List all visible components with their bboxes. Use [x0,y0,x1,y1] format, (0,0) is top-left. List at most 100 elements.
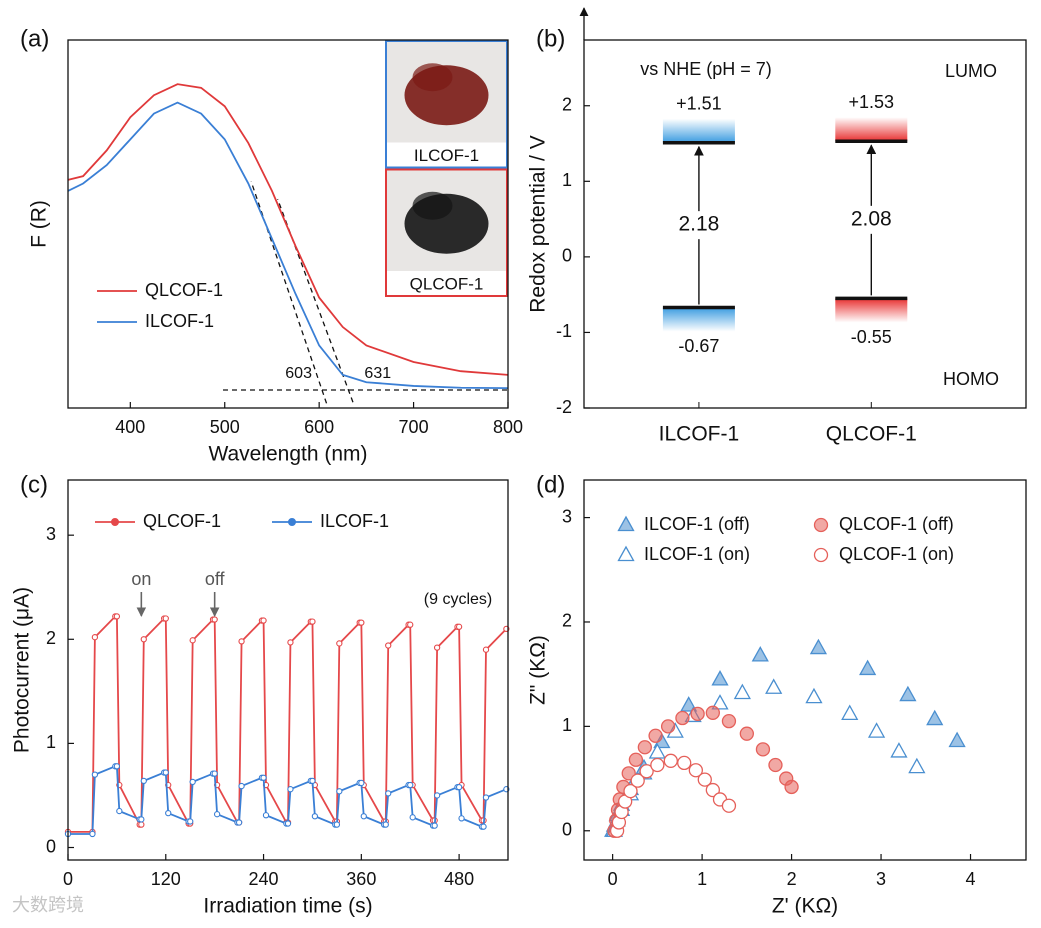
data-point [431,822,438,829]
inset-border [385,168,508,297]
level-value-label: -0.67 [678,336,719,356]
inset-border [385,40,508,169]
data-point [751,646,769,662]
data-point [187,818,194,825]
data-point [211,770,218,777]
data-point [458,815,465,822]
inset-powder [412,63,453,92]
x-axis-label: Irradiation time (s) [203,895,372,918]
y-axis-label: Z" (KΩ) [527,635,550,705]
data-point [711,694,729,710]
panel-label: (b) [536,25,565,52]
x-tick-label: 0 [608,869,618,889]
data-point [899,685,917,702]
data-point [238,782,245,790]
data-point [213,811,221,818]
data-point [768,757,783,773]
data-point [262,812,270,819]
data-point [648,728,663,743]
x-tick-label: 600 [304,417,334,437]
data-point [628,752,644,767]
legend-marker [617,515,635,532]
data-point [926,709,944,726]
panel-label: (d) [536,471,565,498]
note: vs NHE (pH = 7) [640,59,772,79]
x-tick-label: 500 [210,417,240,437]
data-point [455,783,463,791]
legend-marker [111,518,119,526]
data-point [680,696,698,712]
data-point [690,706,705,721]
data-point [385,642,392,649]
y-tick-label: 1 [46,732,56,752]
data-point [805,687,823,704]
data-point [91,771,99,778]
x-tick-label: 360 [346,869,376,889]
level-name: HOMO [943,369,999,389]
data-point [113,763,121,770]
y-tick-label: 0 [46,836,56,856]
data-point [336,640,343,647]
data-point [91,634,99,641]
x-tick-label: 800 [493,417,523,437]
data-point [663,753,678,768]
legend-marker [288,518,296,526]
onset-label: 603 [285,365,312,382]
legend-label: ILCOF-1 [145,311,214,331]
legend-label: QLCOF-1 [143,511,221,531]
data-point [162,769,169,776]
x-axis-label: Wavelength (nm) [208,443,367,466]
inset-label-bg [385,271,508,297]
x-tick-label: ILCOF-1 [659,423,740,446]
data-point [140,777,147,785]
x-tick-label: 3 [876,869,886,889]
x-tick-label: 1 [697,869,707,889]
data-point [311,813,319,820]
data-line [67,83,509,376]
data-point [433,644,441,651]
gap-label-bg [843,205,900,234]
legend-label: ILCOF-1 [320,511,389,531]
data-point [89,830,96,838]
data-point [867,722,886,738]
gap-label: 2.18 [678,213,719,236]
data-point [287,639,294,646]
panel-label: (a) [20,25,49,52]
panel-label: (c) [20,471,48,498]
data-point [660,719,676,734]
x-axis-label: Z' (KΩ) [772,895,838,918]
y-axis-label: Photocurrent (μA) [11,587,34,753]
y-tick-label: 3 [46,524,56,544]
x-tick-label: 4 [966,869,976,889]
data-point [482,646,490,653]
inset-label: ILCOF-1 [414,146,479,165]
data-point [482,794,490,801]
data-point [211,616,218,623]
data-point [409,814,416,821]
plot-frame [583,479,1027,861]
data-point [360,813,367,820]
x-tick-label: 480 [444,869,474,889]
data-point [284,820,292,827]
plot-frame [67,39,509,409]
y-tick-label: 0 [562,246,572,266]
y-tick-label: 0 [562,820,572,840]
level-band [835,298,908,323]
x-tick-label: 2 [787,869,797,889]
note: (9 cycles) [424,591,492,608]
legend-marker [617,545,635,562]
data-point [677,755,692,771]
y-tick-label: 2 [562,611,572,631]
data-point [623,783,638,799]
legend-label: QLCOF-1 [145,280,223,300]
inset-powder [412,191,453,220]
data-point [238,638,245,645]
data-point [841,704,859,720]
data-point [637,740,652,755]
data-point [358,619,365,626]
data-point [407,781,414,789]
annotation-label: off [205,569,226,589]
x-tick-label: 0 [63,869,73,889]
